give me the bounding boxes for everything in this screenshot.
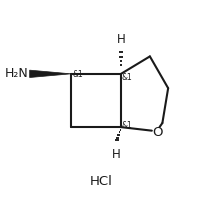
Text: HCl: HCl [89, 174, 112, 187]
Text: O: O [152, 125, 163, 138]
Text: &1: &1 [73, 69, 84, 78]
Text: H₂N: H₂N [5, 67, 29, 80]
Text: &1: &1 [122, 121, 133, 130]
Text: &1: &1 [122, 72, 133, 81]
Text: H: H [117, 32, 125, 45]
Text: H: H [112, 147, 121, 160]
Polygon shape [30, 71, 71, 78]
